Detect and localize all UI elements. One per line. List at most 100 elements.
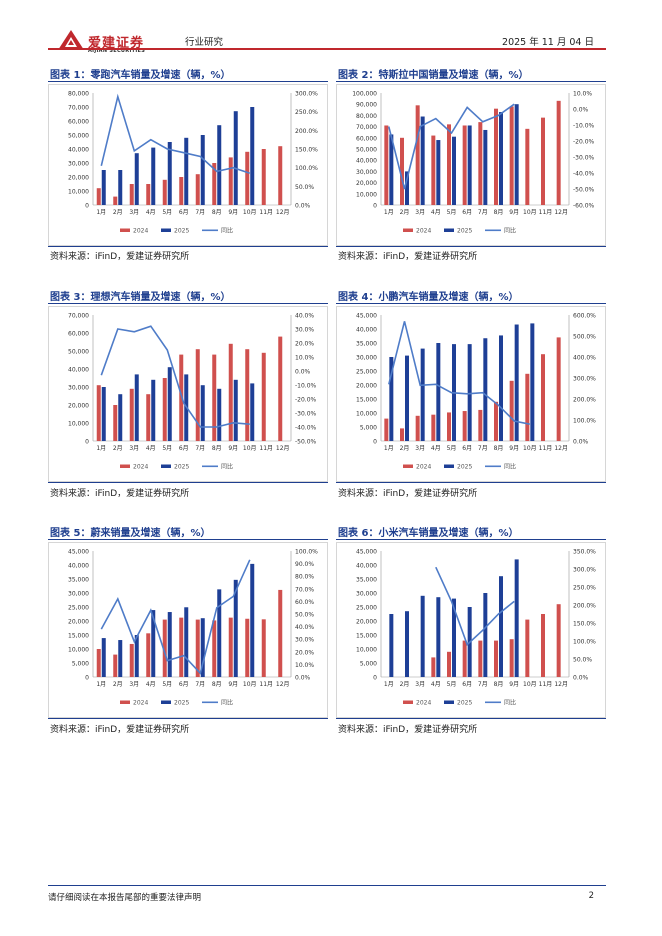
x-tick-label: 9月 [509,681,519,688]
y-left-tick-label: 40,000 [356,563,377,570]
x-tick-label: 7月 [478,445,488,452]
bar-2024 [261,619,266,677]
x-tick-label: 9月 [509,445,519,452]
bar-2025 [405,171,409,205]
bar-2024 [162,179,167,205]
y-left-tick-label: 25,000 [356,605,377,612]
bar-2024 [525,128,530,205]
y-right-tick-label: 0.0% [573,439,589,446]
bar-2025 [514,324,519,441]
legend-swatch-2025 [444,464,454,468]
bar-2024 [478,409,483,441]
title-divider [48,303,328,304]
bar-2024 [96,649,101,677]
title-divider [48,81,328,82]
y-right-tick-label: 150.0% [573,621,596,628]
figure-title: 图表 4：小鹏汽车销量及增速（辆，%） [338,292,519,303]
y-right-tick-label: 50.0% [295,184,314,191]
legend-swatch-2025 [444,700,454,704]
bar-2024 [462,640,467,677]
bar-2025 [118,170,123,205]
chart-frame: 0 5,000 10,000 15,000 20,000 25,000 30,000 35,0… [336,306,606,482]
bar-2024 [162,378,167,441]
x-tick-label: 4月 [146,209,156,216]
y-left-tick-label: 40,000 [68,367,89,374]
source-divider [48,482,328,483]
bar-2024 [129,184,134,205]
bar-2024 [509,380,514,441]
x-tick-label: 10月 [523,681,537,688]
title-divider [48,539,328,540]
bar-2025 [151,379,156,441]
bar-2025 [101,387,106,441]
bar-2024 [195,174,200,205]
y-right-tick-label: -10.0% [573,123,595,130]
y-left-tick-label: 25,000 [356,369,377,376]
bar-2024 [228,343,233,441]
x-tick-label: 2月 [400,445,410,452]
legend-label-yoy: 同比 [504,699,516,707]
y-left-tick-label: 30,000 [68,385,89,392]
x-tick-label: 1月 [384,209,394,216]
bar-2025 [250,383,255,441]
x-tick-label: 1月 [96,445,106,452]
x-tick-label: 7月 [195,209,205,216]
bar-2024 [129,643,134,677]
bar-2025 [483,129,488,205]
bar-2024 [245,349,250,441]
brand-logo-icon [58,30,84,50]
y-right-tick-label: 150.0% [295,147,318,154]
x-tick-label: 11月 [259,445,273,452]
y-right-tick-label: 20.0% [295,649,314,656]
brand-name: 爱建证券 [88,36,145,51]
legend-swatch-2024 [403,700,413,704]
footer-divider [48,885,606,886]
y-left-tick-label: 40,000 [68,147,89,154]
x-tick-label: 2月 [113,445,123,452]
x-tick-label: 7月 [478,209,488,216]
x-tick-label: 8月 [494,445,504,452]
source-divider [336,718,606,719]
y-left-tick-label: 45,000 [68,549,89,556]
title-divider [336,539,606,540]
y-right-tick-label: -30.0% [573,155,595,162]
bar-2025 [101,638,106,677]
x-tick-label: 2月 [400,681,410,688]
y-left-tick-label: 0 [373,203,377,210]
chart-tesla-china-sales: 0 10,000 20,000 30,000 40,000 50,000 60,000 70,… [352,91,595,235]
bar-2025 [436,597,441,677]
bar-2025 [217,589,222,677]
x-tick-label: 3月 [415,681,425,688]
y-right-tick-label: 300.0% [573,376,596,383]
y-right-tick-label: 500.0% [573,334,596,341]
bar-2024 [146,184,151,205]
legend-swatch-2024 [120,228,130,232]
x-tick-label: 3月 [129,445,139,452]
y-right-tick-label: -50.0% [573,187,595,194]
yoy-line [100,93,251,175]
x-tick-label: 10月 [243,209,257,216]
y-right-tick-label: 600.0% [573,313,596,320]
y-left-tick-label: 10,000 [356,411,377,418]
y-left-tick-label: 0 [373,439,377,446]
bar-2025 [420,595,425,677]
bar-2024 [129,388,134,441]
chart-frame: 0 10,000 20,000 30,000 40,000 50,000 60,000 70,… [48,306,328,482]
legend-label-2024: 2024 [416,464,431,471]
x-tick-label: 2月 [113,209,123,216]
x-tick-label: 7月 [478,681,488,688]
legend-label-2024: 2024 [416,700,431,707]
bar-2024 [509,639,514,677]
bar-2025 [467,125,472,205]
y-left-tick-label: 30,000 [356,169,377,176]
bar-2024 [525,373,530,441]
y-right-tick-label: 50.0% [295,612,314,619]
x-tick-label: 6月 [462,209,472,216]
x-tick-label: 11月 [539,681,553,688]
y-right-tick-label: 10.0% [295,662,314,669]
x-tick-label: 12月 [276,445,290,452]
y-right-tick-label: 10.0% [295,355,314,362]
legend-swatch-2025 [444,228,454,232]
bar-2024 [556,100,561,205]
y-right-tick-label: -30.0% [295,411,317,418]
